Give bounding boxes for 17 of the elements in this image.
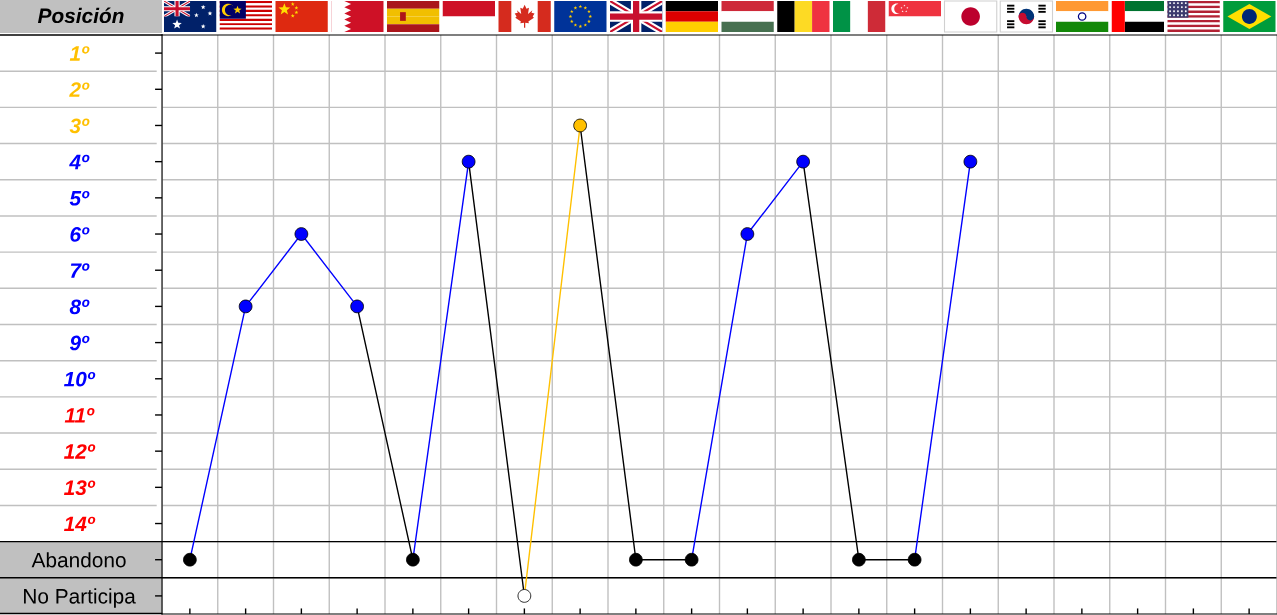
y-tick-label: 7º [70, 263, 90, 278]
y-tick-label: 6º [70, 227, 90, 242]
y-tick-label: 14º [64, 516, 96, 532]
y-tick-label: 10º [64, 371, 96, 387]
y-tick-label: No Participa [24, 588, 136, 608]
y-tick-label: 8º [69, 299, 90, 315]
y-axis-title: Posición [37, 7, 124, 24]
y-tick-label: 2º [69, 82, 90, 97]
y-tick-label: Abandono [31, 552, 126, 568]
y-tick-label: 9º [69, 335, 90, 351]
y-tick-label: 13º [64, 480, 96, 496]
y-tick-label: 11º [64, 408, 95, 423]
y-tick-label: 5º [69, 190, 90, 206]
y-tick-label: 1º [69, 46, 90, 61]
y-tick-label: 12º [64, 444, 96, 459]
y-tick-label: 3º [69, 118, 90, 134]
y-tick-label: 4º [69, 154, 90, 170]
